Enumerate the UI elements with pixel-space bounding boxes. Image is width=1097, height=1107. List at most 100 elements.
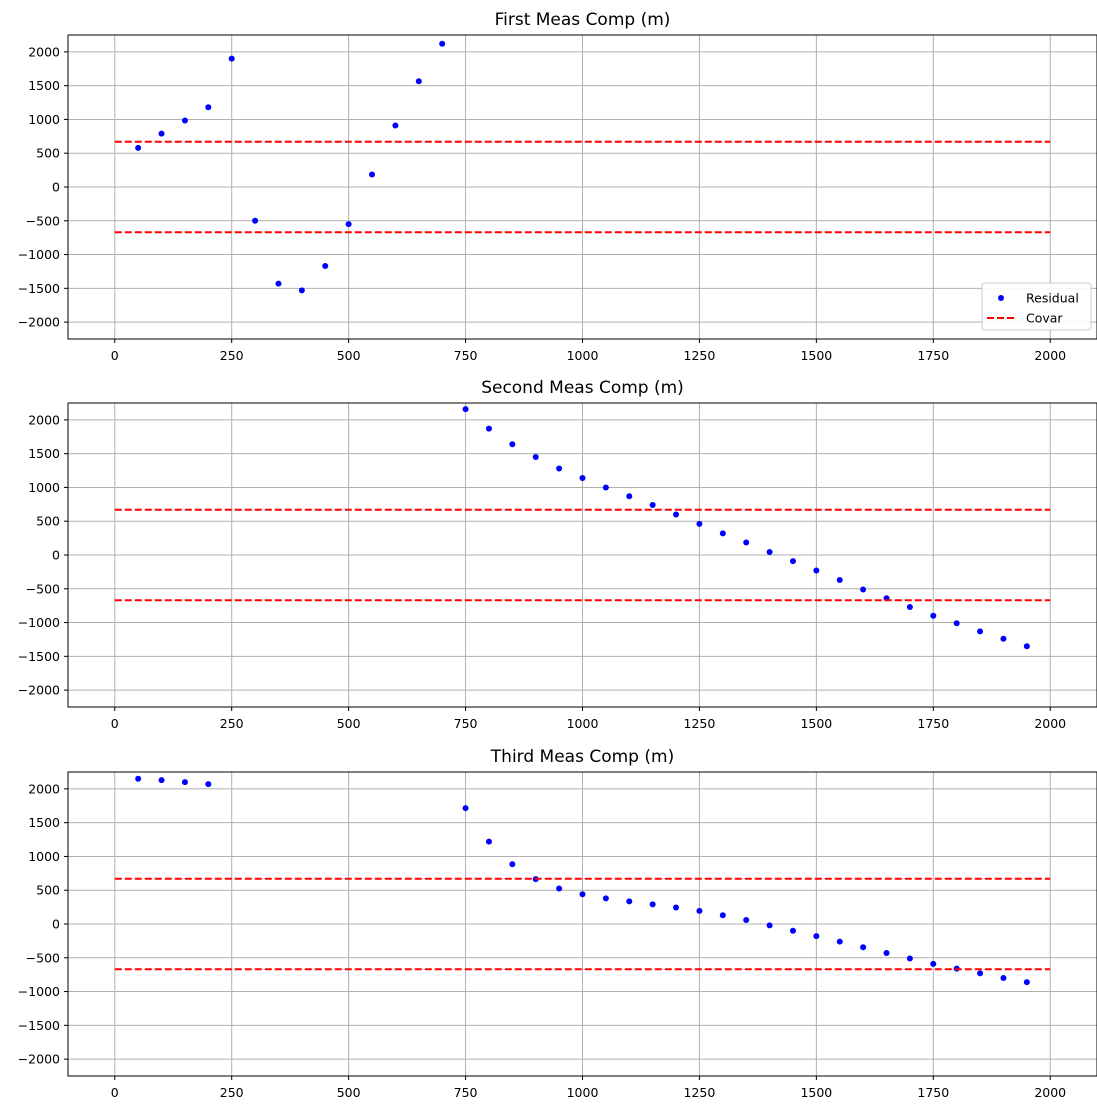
legend-label: Residual (1026, 291, 1079, 306)
residual-point (766, 548, 773, 555)
x-tick-label: 1250 (684, 716, 716, 731)
residual-point (205, 104, 212, 111)
chart-title: First Meas Comp (m) (495, 10, 671, 30)
x-tick-label: 250 (220, 716, 244, 731)
residual-point (485, 425, 492, 432)
residual-point (860, 944, 867, 951)
residual-point (602, 895, 609, 902)
residual-point (977, 970, 984, 977)
subplot-2: 0 250 500 750 1000 1250 1500 1750 2000 −2000 −1500… (18, 378, 1097, 731)
x-tick-label: 1750 (917, 1085, 949, 1100)
residual-point (158, 777, 165, 784)
residual-point (836, 938, 843, 945)
legend: Residual Covar (981, 282, 1092, 331)
x-tick-label: 1000 (567, 716, 599, 731)
residual-point (626, 493, 633, 500)
x-tick-label: 250 (220, 1085, 244, 1100)
residual-point (1023, 979, 1030, 986)
residual-point (462, 406, 469, 413)
residual-point (696, 907, 703, 914)
residual-point (579, 891, 586, 898)
y-tick-label: 1500 (28, 446, 60, 461)
residual-point (298, 287, 305, 294)
y-tick-label: −500 (26, 581, 60, 596)
y-tick-label: 500 (36, 146, 60, 161)
y-tick-label: 2000 (28, 412, 60, 427)
residual-point (743, 916, 750, 923)
x-tick-label: 500 (337, 1085, 361, 1100)
residual-point (532, 454, 539, 461)
residual-point (883, 950, 890, 957)
x-tick-label: 500 (337, 348, 361, 363)
legend-marker-residual (998, 295, 1004, 301)
residual-point (953, 620, 960, 627)
x-tick-label: 2000 (1034, 716, 1066, 731)
residual-point (181, 117, 188, 124)
y-tick-label: −2000 (18, 315, 60, 330)
x-tick-label: 1250 (684, 348, 716, 363)
residual-point (673, 511, 680, 518)
residual-point (719, 530, 726, 537)
residual-point (719, 912, 726, 919)
chart-title: Third Meas Comp (m) (490, 747, 674, 767)
residual-point (228, 55, 235, 62)
residual-point (673, 904, 680, 911)
residual-point (158, 130, 165, 137)
y-tick-label: 1000 (28, 112, 60, 127)
residual-point (813, 567, 820, 574)
y-tick-label: −2000 (18, 1052, 60, 1067)
residual-point (1023, 643, 1030, 650)
y-tick-label: −1500 (18, 281, 60, 296)
x-tick-label: 250 (220, 348, 244, 363)
residual-point (556, 465, 563, 472)
x-tick-label: 750 (454, 348, 478, 363)
residual-point (649, 901, 656, 908)
residual-point (135, 144, 142, 151)
residual-point (345, 221, 352, 228)
residual-point (836, 576, 843, 583)
y-tick-label: 1000 (28, 480, 60, 495)
residual-point (556, 885, 563, 892)
residual-point (1000, 635, 1007, 642)
x-tick-label: 1750 (917, 716, 949, 731)
x-tick-label: 1000 (567, 348, 599, 363)
x-tick-label: 1500 (800, 716, 832, 731)
y-tick-label: −1500 (18, 1018, 60, 1033)
residual-point (930, 960, 937, 967)
x-tick-label: 2000 (1034, 1085, 1066, 1100)
residual-point (322, 263, 329, 270)
y-tick-label: −1000 (18, 615, 60, 630)
chart-title: Second Meas Comp (m) (481, 378, 684, 398)
y-tick-label: −1000 (18, 247, 60, 262)
y-tick-label: −2000 (18, 683, 60, 698)
residual-point (649, 502, 656, 509)
residual-point (579, 474, 586, 481)
residual-point (369, 171, 376, 178)
residual-point (906, 604, 913, 611)
residual-point (1000, 975, 1007, 982)
x-tick-label: 1500 (800, 348, 832, 363)
y-tick-label: −500 (26, 950, 60, 965)
residual-point (696, 520, 703, 527)
legend-label: Covar (1026, 311, 1063, 326)
residual-point (205, 781, 212, 788)
subplot-3: 0 250 500 750 1000 1250 1500 1750 2000 −2000 −1500… (18, 747, 1097, 1100)
residual-point (462, 805, 469, 812)
subplot-1: 0 250 500 750 1000 1250 1500 1750 2000 −2000 −1500… (18, 10, 1097, 363)
x-tick-label: 500 (337, 716, 361, 731)
y-tick-label: 0 (52, 548, 60, 563)
residual-point (439, 40, 446, 47)
x-tick-label: 0 (111, 1085, 119, 1100)
y-tick-label: 1500 (28, 78, 60, 93)
residual-point (789, 927, 796, 934)
residual-point (860, 586, 867, 593)
y-tick-label: 1000 (28, 849, 60, 864)
y-tick-label: −500 (26, 213, 60, 228)
residual-point (135, 775, 142, 782)
x-tick-label: 1500 (800, 1085, 832, 1100)
y-tick-label: 0 (52, 917, 60, 932)
x-tick-label: 0 (111, 716, 119, 731)
residual-point (415, 78, 422, 85)
residual-point (485, 838, 492, 845)
